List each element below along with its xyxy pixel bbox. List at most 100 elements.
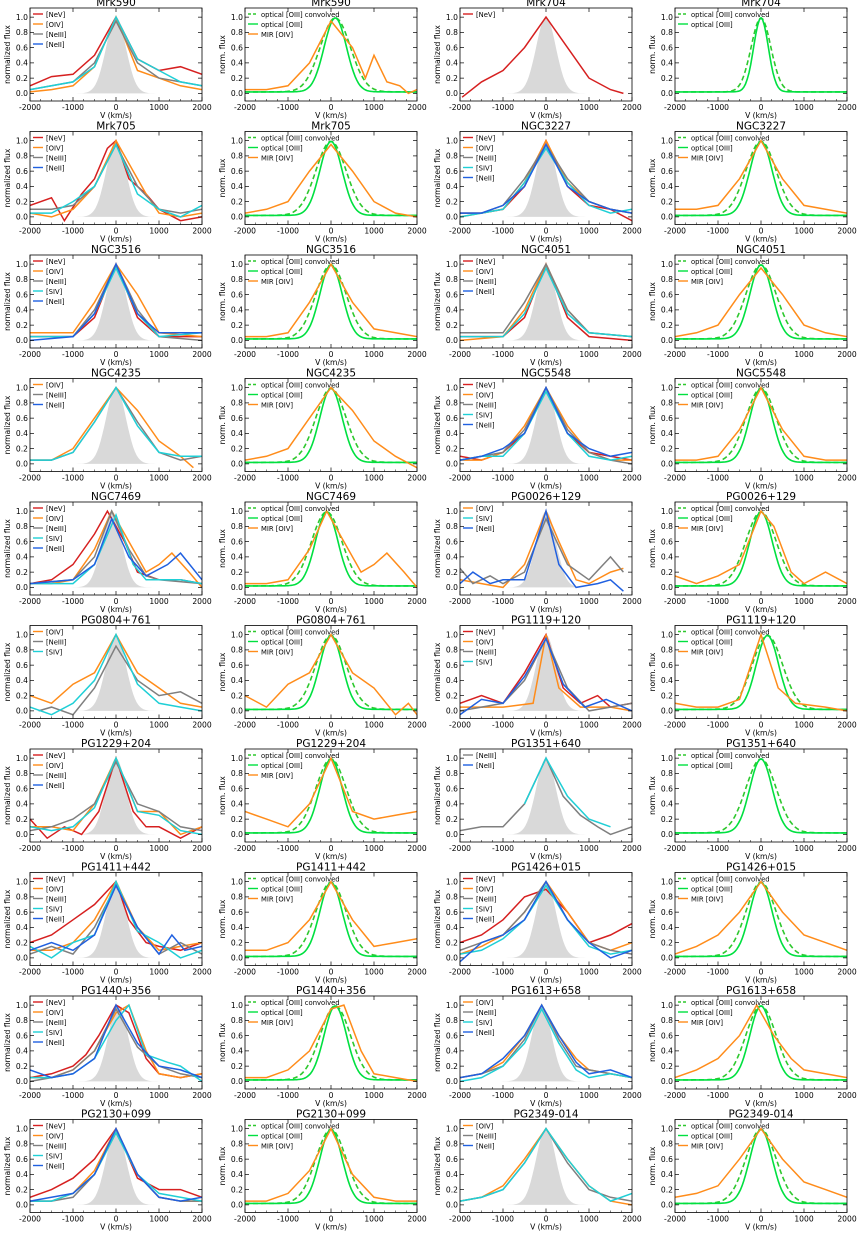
panel-title: PG2349-014 <box>513 1109 578 1121</box>
y-axis-label: norm. flux <box>218 529 227 568</box>
panel-PG1440+356-opt: PG1440+356 -2000 -1000 0 1000 2000 0.0 0.2 0.4 0.… <box>218 985 427 1108</box>
x-tick-label: 1000 <box>149 721 168 730</box>
series-[NeII] <box>460 385 632 461</box>
y-tick-label: 0.4 <box>661 676 673 685</box>
y-tick-label: 0.6 <box>661 167 673 176</box>
panel-title: NGC5548 <box>736 368 786 380</box>
legend-label: optical [OIII] <box>691 639 733 647</box>
legend-label: [NeV] <box>476 135 496 143</box>
plot-area <box>30 632 202 716</box>
y-tick-label: 0.8 <box>446 275 458 284</box>
y-tick-label: 1.0 <box>661 383 673 392</box>
legend-label: MIR [OIV] <box>691 1019 723 1027</box>
x-tick-label: -1000 <box>492 350 514 359</box>
legend-label: [NeV] <box>46 258 66 266</box>
legend-label: optical [OIII] <box>261 1133 303 1141</box>
x-axis-label: V (km/s) <box>100 852 132 861</box>
x-tick-label: 1000 <box>794 721 813 730</box>
y-tick-label: 0.4 <box>16 800 28 809</box>
optical-convolved-line <box>675 140 847 217</box>
y-tick-label: 0.8 <box>16 28 28 37</box>
legend-label: [NeIII] <box>46 639 67 647</box>
x-tick-label: 2000 <box>192 227 211 236</box>
y-axis-label: normalized flux <box>433 395 442 454</box>
x-tick-label: 1000 <box>149 227 168 236</box>
y-tick-label: 0.8 <box>661 28 673 37</box>
legend-label: optical [OIII] convolved <box>691 505 770 513</box>
y-tick-label: 1.0 <box>231 630 243 639</box>
legend-label: optical [OIII] <box>691 1009 733 1017</box>
x-tick-label: 2000 <box>407 597 426 606</box>
x-axis-label: V (km/s) <box>530 729 562 738</box>
y-tick-label: 0.4 <box>16 553 28 562</box>
legend-label: MIR [OIV] <box>261 155 293 163</box>
y-tick-label: 0.2 <box>661 321 673 330</box>
y-tick-label: 0.4 <box>446 1047 458 1056</box>
optical-oiii-line <box>245 757 417 834</box>
x-axis-label: V (km/s) <box>100 976 132 985</box>
x-tick-label: -2000 <box>234 844 256 853</box>
x-tick-label: -1000 <box>492 968 514 977</box>
panel-title: PG2130+099 <box>81 1109 151 1121</box>
x-tick-label: -2000 <box>449 968 471 977</box>
y-tick-label: 1.0 <box>231 383 243 392</box>
y-tick-label: 0.4 <box>16 306 28 315</box>
y-tick-label: 1.0 <box>446 13 458 22</box>
y-tick-label: 0.8 <box>231 152 243 161</box>
legend-label: [OIV] <box>476 999 494 1007</box>
legend-label: [NeII] <box>46 41 65 49</box>
y-tick-label: 0.8 <box>446 1140 458 1149</box>
x-axis-label: V (km/s) <box>745 358 777 367</box>
y-tick-label: 0.8 <box>446 769 458 778</box>
legend-label: [OIV] <box>476 1123 494 1131</box>
y-tick-label: 0.6 <box>661 908 673 917</box>
x-tick-label: 2000 <box>837 597 856 606</box>
panel-PG0804+761-mir: PG0804+761 -2000 -1000 0 1000 2000 0.0 0.2 0.4 0.… <box>3 615 212 738</box>
legend-label: [NeII] <box>476 422 495 430</box>
legend-label: MIR [OIV] <box>691 649 723 657</box>
y-tick-label: 0.6 <box>446 1155 458 1164</box>
y-tick-label: 0.2 <box>661 691 673 700</box>
y-tick-label: 0.4 <box>231 306 243 315</box>
panel-PG1411+442-mir: PG1411+442 -2000 -1000 0 1000 2000 0.0 0.2 0.4 0.… <box>3 862 212 985</box>
y-tick-label: 0.6 <box>16 43 28 52</box>
legend-label: [NeV] <box>46 1123 66 1131</box>
x-tick-label: 0 <box>114 721 119 730</box>
y-tick-label: 0.6 <box>446 784 458 793</box>
x-tick-label: -2000 <box>664 103 686 112</box>
series-MIR [OIV] <box>245 1004 417 1083</box>
y-axis-label: norm. flux <box>648 405 657 444</box>
x-tick-label: 2000 <box>837 227 856 236</box>
x-tick-label: -1000 <box>277 1215 299 1224</box>
x-tick-label: -2000 <box>664 844 686 853</box>
gaussian-profile <box>460 140 632 217</box>
panel-title: PG1119+120 <box>726 615 796 627</box>
y-tick-label: 0.2 <box>231 568 243 577</box>
legend-label: optical [OIII] <box>691 1133 733 1141</box>
y-tick-label: 0.0 <box>446 830 458 839</box>
x-tick-label: -2000 <box>664 227 686 236</box>
x-tick-label: -1000 <box>707 844 729 853</box>
x-tick-label: 2000 <box>407 350 426 359</box>
x-tick-label: 1000 <box>149 1091 168 1100</box>
y-axis-label: norm. flux <box>648 529 657 568</box>
plot-area <box>245 17 417 95</box>
x-tick-label: 0 <box>329 227 334 236</box>
optical-convolved-line <box>245 140 417 217</box>
legend-label: optical [OIII] <box>691 886 733 894</box>
y-tick-label: 0.4 <box>231 800 243 809</box>
y-tick-label: 0.2 <box>446 1185 458 1194</box>
legend-label: [OIV] <box>476 886 494 894</box>
x-tick-label: 0 <box>544 103 549 112</box>
optical-oiii-line <box>675 634 847 711</box>
legend-label: [NeII] <box>476 916 495 924</box>
legend-label: MIR [OIV] <box>261 772 293 780</box>
x-tick-label: 0 <box>759 350 764 359</box>
x-tick-label: -1000 <box>492 103 514 112</box>
panel-title: PG1440+356 <box>296 985 366 997</box>
x-axis-label: V (km/s) <box>745 111 777 120</box>
legend-label: [NeIII] <box>46 155 67 163</box>
plot-area <box>675 16 847 93</box>
x-tick-label: -2000 <box>19 597 41 606</box>
series-[NeIII] <box>38 644 202 716</box>
